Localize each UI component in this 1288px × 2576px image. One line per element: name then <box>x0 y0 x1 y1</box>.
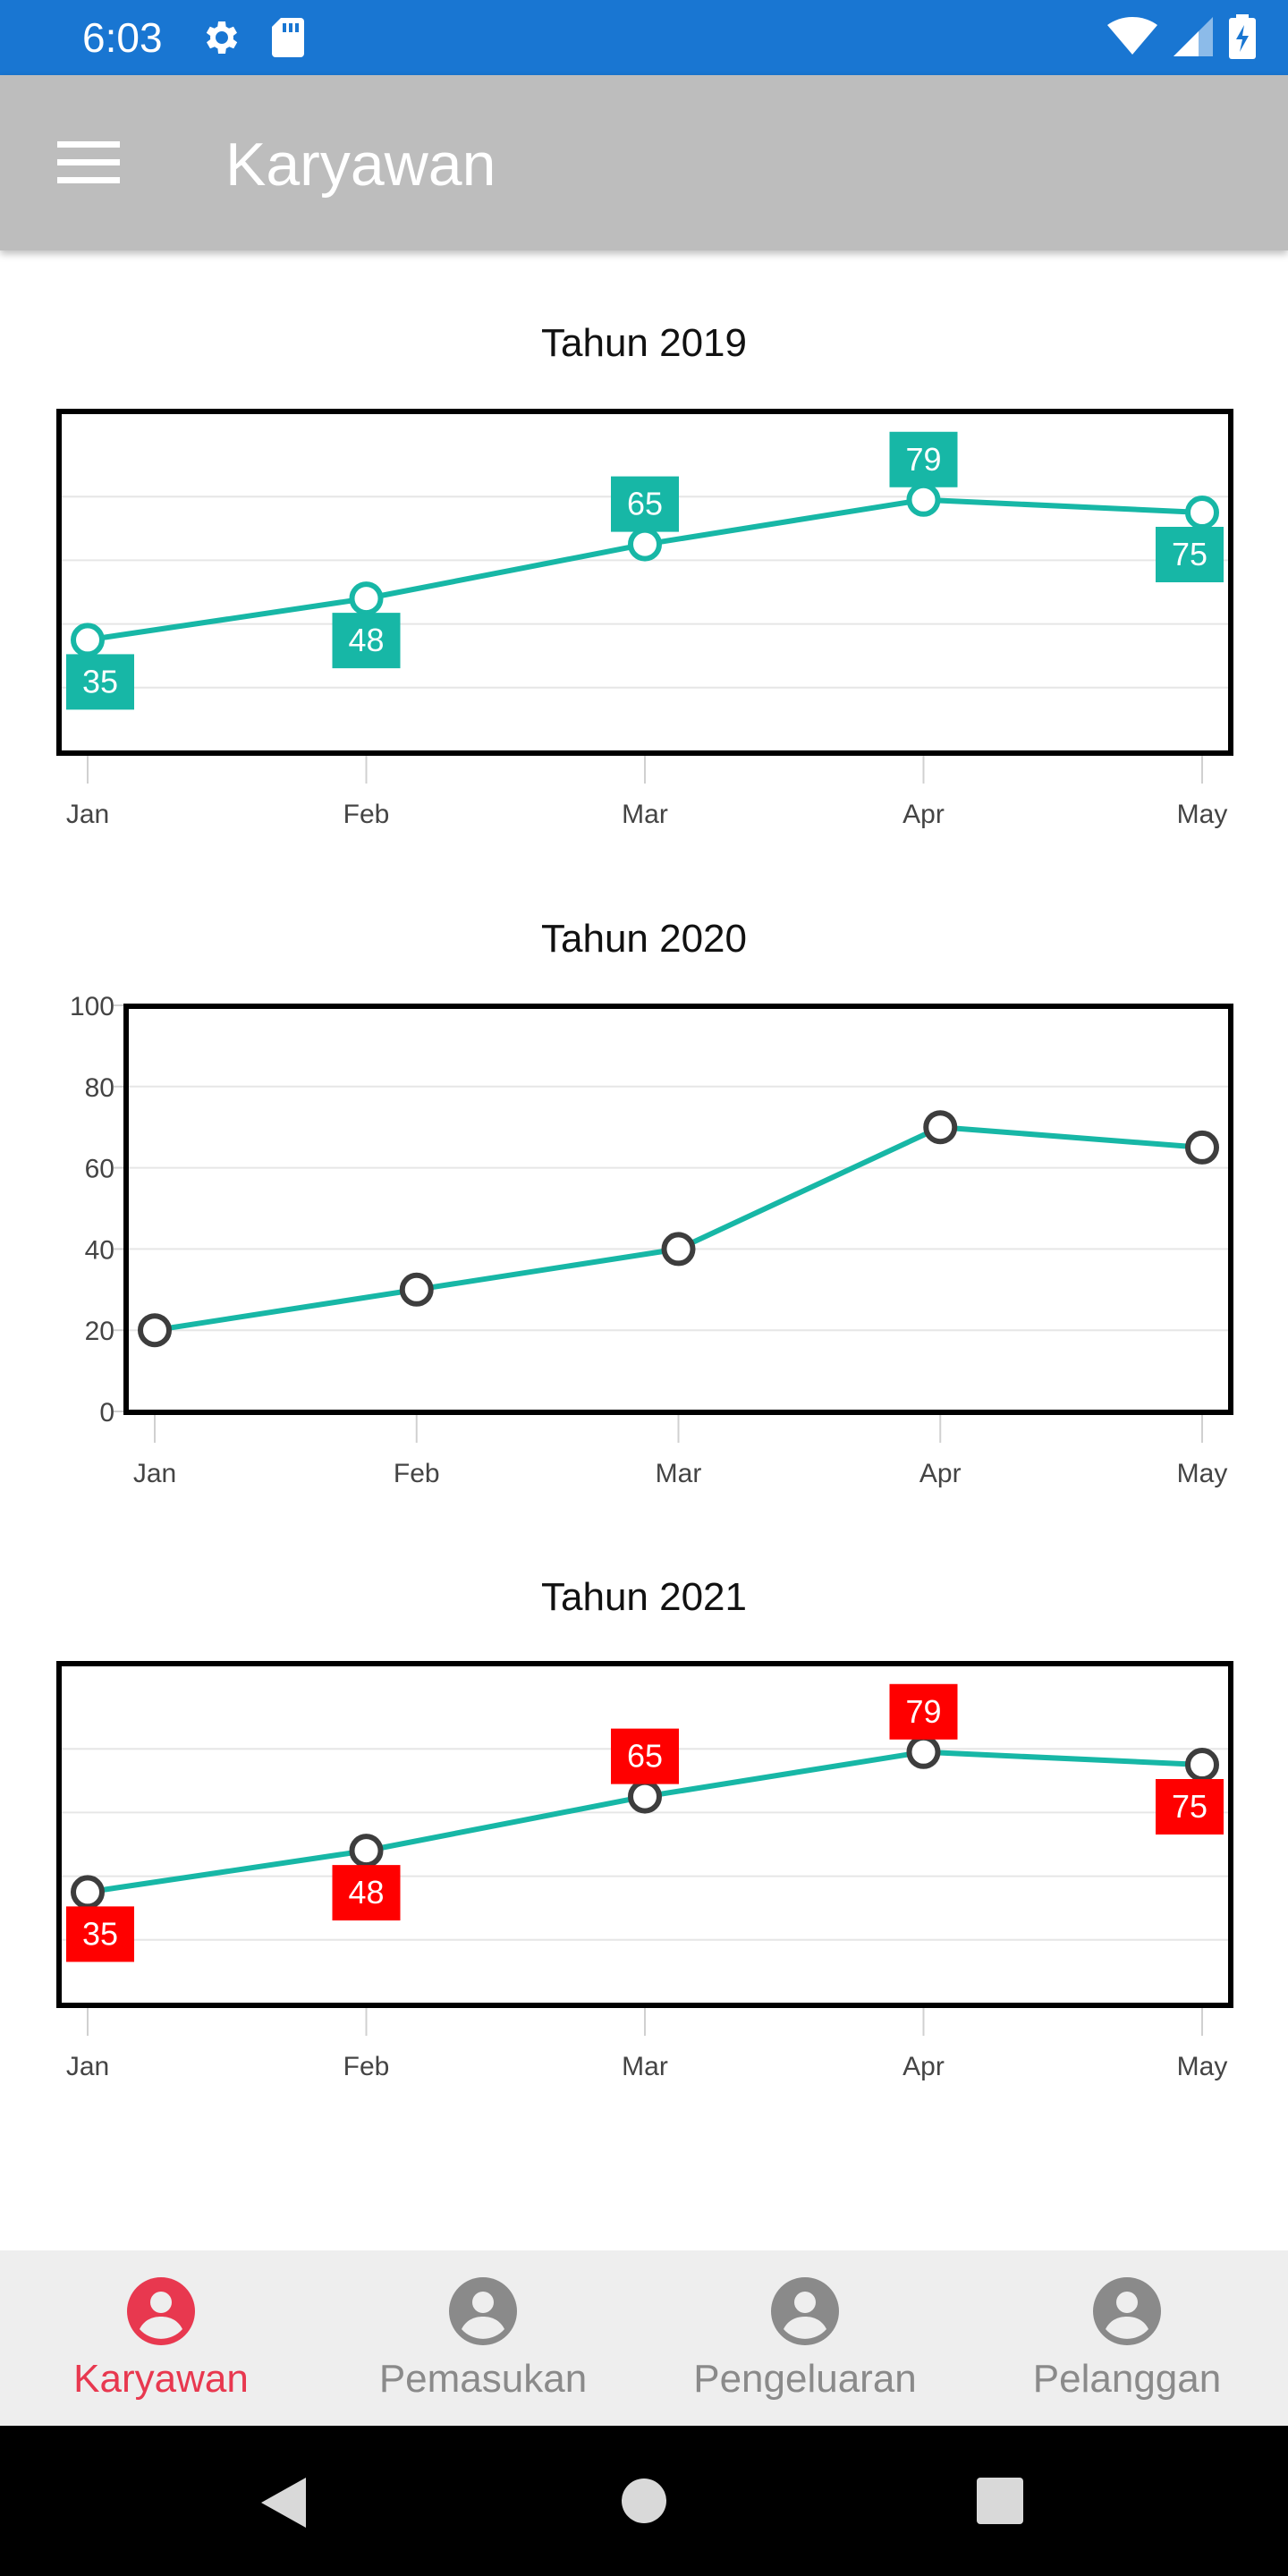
gear-icon <box>206 21 238 54</box>
bottom-navigation: Karyawan Pemasukan Pengeluaran Pelanggan <box>0 2250 1288 2426</box>
nav-label-karyawan: Karyawan <box>73 2357 249 2401</box>
data-point <box>71 623 105 657</box>
data-label: 48 <box>348 622 384 658</box>
line-chart-2019: Jan Feb Mar Apr May 35 48 65 79 75 <box>56 409 1233 829</box>
data-label: 35 <box>82 663 118 699</box>
data-label: 48 <box>348 1874 384 1911</box>
x-tick-label: May <box>1177 1459 1228 1488</box>
x-tick-label: Apr <box>919 1459 962 1488</box>
x-tick-label: Jan <box>66 2052 109 2081</box>
account-circle-icon <box>771 2277 839 2345</box>
data-point <box>906 482 941 517</box>
data-point <box>628 1779 662 1814</box>
data-point <box>1185 1130 1219 1165</box>
x-tick-label: Feb <box>394 1459 440 1488</box>
y-tick-label: 40 <box>85 1235 114 1265</box>
nav-item-karyawan[interactable]: Karyawan <box>0 2250 322 2426</box>
data-label: 35 <box>82 1915 118 1952</box>
sd-card-icon <box>272 18 304 57</box>
y-tick-label: 60 <box>85 1155 114 1184</box>
data-point <box>1185 1748 1219 1782</box>
x-tick-label: Mar <box>622 2052 668 2081</box>
chart-title-2021: Tahun 2021 <box>541 1575 747 1619</box>
data-point <box>138 1313 172 1348</box>
x-tick-label: May <box>1177 800 1228 829</box>
status-bar: 6:03 <box>0 0 1288 75</box>
x-tick-label: Mar <box>622 800 668 829</box>
line-chart-2020: Jan Feb Mar Apr May 0 20 40 60 80 100 <box>70 992 1233 1488</box>
y-tick-label: 0 <box>99 1398 114 1428</box>
data-label-box <box>1156 527 1224 582</box>
nav-item-pengeluaran[interactable]: Pengeluaran <box>644 2250 966 2426</box>
y-tick-label: 80 <box>85 1073 114 1103</box>
status-icons-left <box>200 16 308 59</box>
data-point <box>349 1834 384 1868</box>
nav-label-pelanggan: Pelanggan <box>1032 2357 1222 2401</box>
nav-label-pengeluaran: Pengeluaran <box>693 2357 917 2401</box>
y-tick-label: 20 <box>85 1317 114 1346</box>
nav-item-pelanggan[interactable]: Pelanggan <box>966 2250 1288 2426</box>
nav-label-pemasukan: Pemasukan <box>378 2357 588 2401</box>
data-point <box>906 1734 941 1769</box>
x-tick-label: Apr <box>902 800 945 829</box>
data-label: 79 <box>905 1693 941 1730</box>
chart-title-2020: Tahun 2020 <box>541 917 747 961</box>
home-icon[interactable] <box>621 2478 667 2524</box>
data-point <box>399 1272 434 1307</box>
x-tick-label: Feb <box>343 800 390 829</box>
data-point <box>349 581 384 616</box>
data-label: 65 <box>627 1738 663 1775</box>
data-label: 79 <box>905 441 941 478</box>
data-label-box <box>611 476 679 532</box>
app-bar: Karyawan <box>0 75 1288 250</box>
data-label: 75 <box>1172 536 1208 572</box>
x-tick-label: May <box>1177 2052 1228 2081</box>
signal-icon <box>1174 17 1213 56</box>
status-icons-right <box>1107 14 1256 59</box>
wifi-icon <box>1107 17 1157 55</box>
x-tick-label: Feb <box>343 2052 390 2081</box>
x-tick-label: Mar <box>656 1459 702 1488</box>
y-tick-label: 100 <box>70 992 114 1021</box>
account-circle-icon <box>1093 2277 1161 2345</box>
data-point <box>1185 496 1219 530</box>
hamburger-menu-icon[interactable] <box>57 141 120 184</box>
chart-title-2019: Tahun 2019 <box>541 321 747 365</box>
battery-charging-icon <box>1229 14 1256 59</box>
data-label-box <box>66 1906 134 1962</box>
data-label-box <box>889 1683 958 1740</box>
data-label-box <box>889 431 958 487</box>
data-point <box>71 1875 105 1910</box>
nav-item-pemasukan[interactable]: Pemasukan <box>322 2250 644 2426</box>
system-navigation-bar <box>0 2426 1288 2576</box>
data-label-box <box>332 613 401 669</box>
data-label-box <box>1156 1779 1224 1835</box>
data-label: 65 <box>627 486 663 522</box>
back-icon[interactable] <box>259 2476 309 2529</box>
x-tick-label: Jan <box>66 800 109 829</box>
status-time: 6:03 <box>82 14 163 61</box>
data-point <box>923 1110 958 1145</box>
data-label-box <box>66 654 134 710</box>
account-circle-icon <box>127 2277 195 2345</box>
data-label: 75 <box>1172 1788 1208 1825</box>
data-label-box <box>611 1728 679 1784</box>
x-tick-label: Apr <box>902 2052 945 2081</box>
x-tick-label: Jan <box>133 1459 176 1488</box>
page-title: Karyawan <box>225 131 496 199</box>
account-circle-icon <box>449 2277 517 2345</box>
series-line <box>154 1124 1203 1334</box>
data-label-box <box>332 1865 401 1921</box>
plot-frame <box>56 409 1233 756</box>
data-point <box>661 1232 696 1267</box>
data-point <box>628 527 662 562</box>
plot-frame <box>123 1004 1233 1415</box>
recents-icon[interactable] <box>977 2478 1023 2524</box>
plot-frame <box>56 1661 1233 2008</box>
line-chart-2021: Jan Feb Mar Apr May 35 48 65 79 75 <box>56 1661 1233 2081</box>
